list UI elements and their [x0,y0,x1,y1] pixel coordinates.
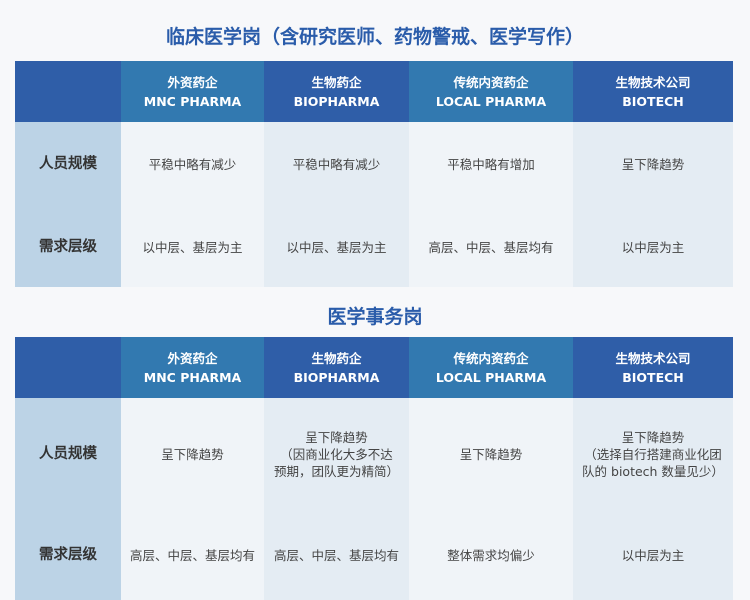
table-row: 人员规模 平稳中略有减少 平稳中略有减少 平稳中略有增加 呈下降趋势 [15,122,733,207]
section-title-medical-affairs: 医学事务岗 [327,306,423,328]
header-biopharma: 生物药企 BIOPHARMA [264,337,409,398]
header-biotech: 生物技术公司 BIOTECH [573,337,733,398]
cell: 平稳中略有增加 [409,122,573,207]
cell: 高层、中层、基层均有 [264,510,409,600]
cell: 呈下降趋势 （选择自行搭建商业化团 队的 biotech 数量见少） [573,398,733,510]
cell: 以中层、基层为主 [121,207,264,287]
header-biopharma: 生物药企 BIOPHARMA [264,61,409,122]
row-label: 人员规模 [15,122,121,207]
cell: 呈下降趋势 [409,398,573,510]
col-en: LOCAL PHARMA [435,369,547,385]
cell: 呈下降趋势 （因商业化大多不达 预期，团队更为精简） [264,398,409,510]
header-local: 传统内资药企 LOCAL PHARMA [409,337,573,398]
col-cn: 生物药企 [311,74,362,90]
cell: 以中层为主 [573,207,733,287]
cell: 整体需求均偏少 [409,510,573,600]
row-label: 人员规模 [15,398,121,510]
col-cn: 生物药企 [311,350,362,366]
col-cn: 外资药企 [167,350,218,366]
medical-affairs-table: 外资药企 MNC PHARMA 生物药企 BIOPHARMA 传统内资药企 LOCAL… [15,337,733,600]
cell: 高层、中层、基层均有 [409,207,573,287]
col-cn: 生物技术公司 [615,350,691,366]
row-label: 需求层级 [15,510,121,600]
col-en: MNC PHARMA [143,369,242,385]
clinical-table: 外资药企 MNC PHARMA 生物药企 BIOPHARMA 传统内资药企 LOCAL… [15,61,733,287]
col-en: BIOTECH [622,369,684,385]
row-label: 需求层级 [15,207,121,287]
col-cn: 生物技术公司 [615,74,691,90]
cell: 以中层、基层为主 [264,207,409,287]
table-row: 人员规模 呈下降趋势 呈下降趋势 （因商业化大多不达 预期，团队更为精简） 呈下… [15,398,733,510]
cell: 平稳中略有减少 [121,122,264,207]
header-local: 传统内资药企 LOCAL PHARMA [409,61,573,122]
col-cn: 外资药企 [167,74,218,90]
col-en: BIOPHARMA [293,369,380,385]
cell: 高层、中层、基层均有 [121,510,264,600]
table-row: 需求层级 以中层、基层为主 以中层、基层为主 高层、中层、基层均有 以中层为主 [15,207,733,287]
table-row: 需求层级 高层、中层、基层均有 高层、中层、基层均有 整体需求均偏少 以中层为主 [15,510,733,600]
header-mnc: 外资药企 MNC PHARMA [121,337,264,398]
cell: 以中层为主 [573,510,733,600]
col-en: BIOTECH [622,93,684,109]
cell: 呈下降趋势 [121,398,264,510]
col-en: LOCAL PHARMA [435,93,547,109]
col-cn: 传统内资药企 [453,74,529,90]
header-biotech: 生物技术公司 BIOTECH [573,61,733,122]
cell: 平稳中略有减少 [264,122,409,207]
cell: 呈下降趋势 [573,122,733,207]
col-cn: 传统内资药企 [453,350,529,366]
header-blank [15,61,121,122]
col-en: BIOPHARMA [293,93,380,109]
col-en: MNC PHARMA [143,93,242,109]
section-title-clinical: 临床医学岗（含研究医师、药物警戒、医学写作） [165,26,584,48]
header-blank [15,337,121,398]
header-mnc: 外资药企 MNC PHARMA [121,61,264,122]
